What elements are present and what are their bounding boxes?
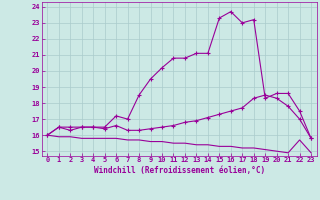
X-axis label: Windchill (Refroidissement éolien,°C): Windchill (Refroidissement éolien,°C) — [94, 166, 265, 175]
